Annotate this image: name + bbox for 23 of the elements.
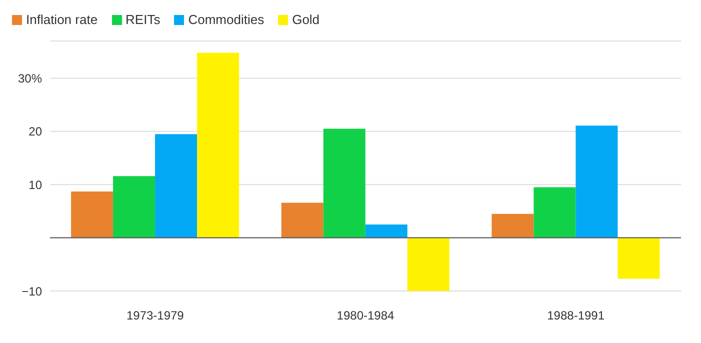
x-tick-label: 1980-1984 — [336, 308, 395, 323]
legend-label: Inflation rate — [26, 12, 98, 27]
bar — [492, 214, 534, 238]
bar — [576, 126, 618, 238]
bar — [155, 134, 198, 238]
legend-label: Commodities — [188, 12, 264, 27]
y-tick-label: 10 — [28, 178, 42, 192]
y-tick-label: −10 — [22, 284, 42, 298]
bar — [323, 128, 366, 238]
bar — [71, 192, 114, 238]
bar — [407, 238, 450, 291]
bar — [365, 224, 408, 238]
legend-label: Gold — [292, 12, 320, 27]
bar — [618, 238, 660, 279]
legend-label: REITs — [126, 12, 160, 27]
y-tick-label: 20 — [28, 124, 42, 139]
y-tick-label: 30% — [18, 71, 42, 86]
bar — [534, 187, 576, 238]
bar — [197, 52, 240, 238]
x-tick-label: 1973-1979 — [126, 308, 184, 323]
bar — [281, 202, 324, 238]
bar — [113, 176, 156, 238]
x-tick-label: 1988-1991 — [547, 308, 605, 323]
